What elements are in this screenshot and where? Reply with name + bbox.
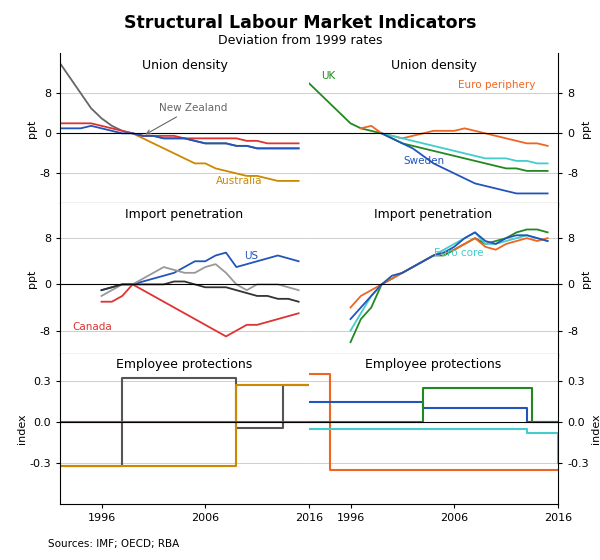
Text: Canada: Canada — [73, 321, 112, 332]
Text: Import penetration: Import penetration — [374, 208, 493, 221]
Text: Union density: Union density — [142, 59, 227, 72]
Text: US: US — [244, 251, 259, 261]
Text: Australia: Australia — [215, 176, 262, 186]
Y-axis label: ppt: ppt — [581, 269, 591, 288]
Text: New Zealand: New Zealand — [146, 103, 227, 134]
Text: Structural Labour Market Indicators: Structural Labour Market Indicators — [124, 14, 476, 32]
Y-axis label: ppt: ppt — [581, 119, 591, 138]
Text: Sweden: Sweden — [404, 156, 445, 166]
Text: Sources: IMF; OECD; RBA: Sources: IMF; OECD; RBA — [48, 539, 179, 549]
Text: Union density: Union density — [391, 59, 476, 72]
Text: Import penetration: Import penetration — [125, 208, 244, 221]
Y-axis label: index: index — [592, 413, 600, 444]
Text: Employee protections: Employee protections — [116, 358, 253, 371]
Y-axis label: ppt: ppt — [27, 119, 37, 138]
Text: Euro core: Euro core — [433, 248, 483, 258]
Y-axis label: index: index — [17, 413, 26, 444]
Text: Euro periphery: Euro periphery — [458, 80, 536, 90]
Y-axis label: ppt: ppt — [27, 269, 37, 288]
Text: Deviation from 1999 rates: Deviation from 1999 rates — [218, 34, 382, 46]
Text: Employee protections: Employee protections — [365, 358, 502, 371]
Text: UK: UK — [322, 71, 336, 81]
